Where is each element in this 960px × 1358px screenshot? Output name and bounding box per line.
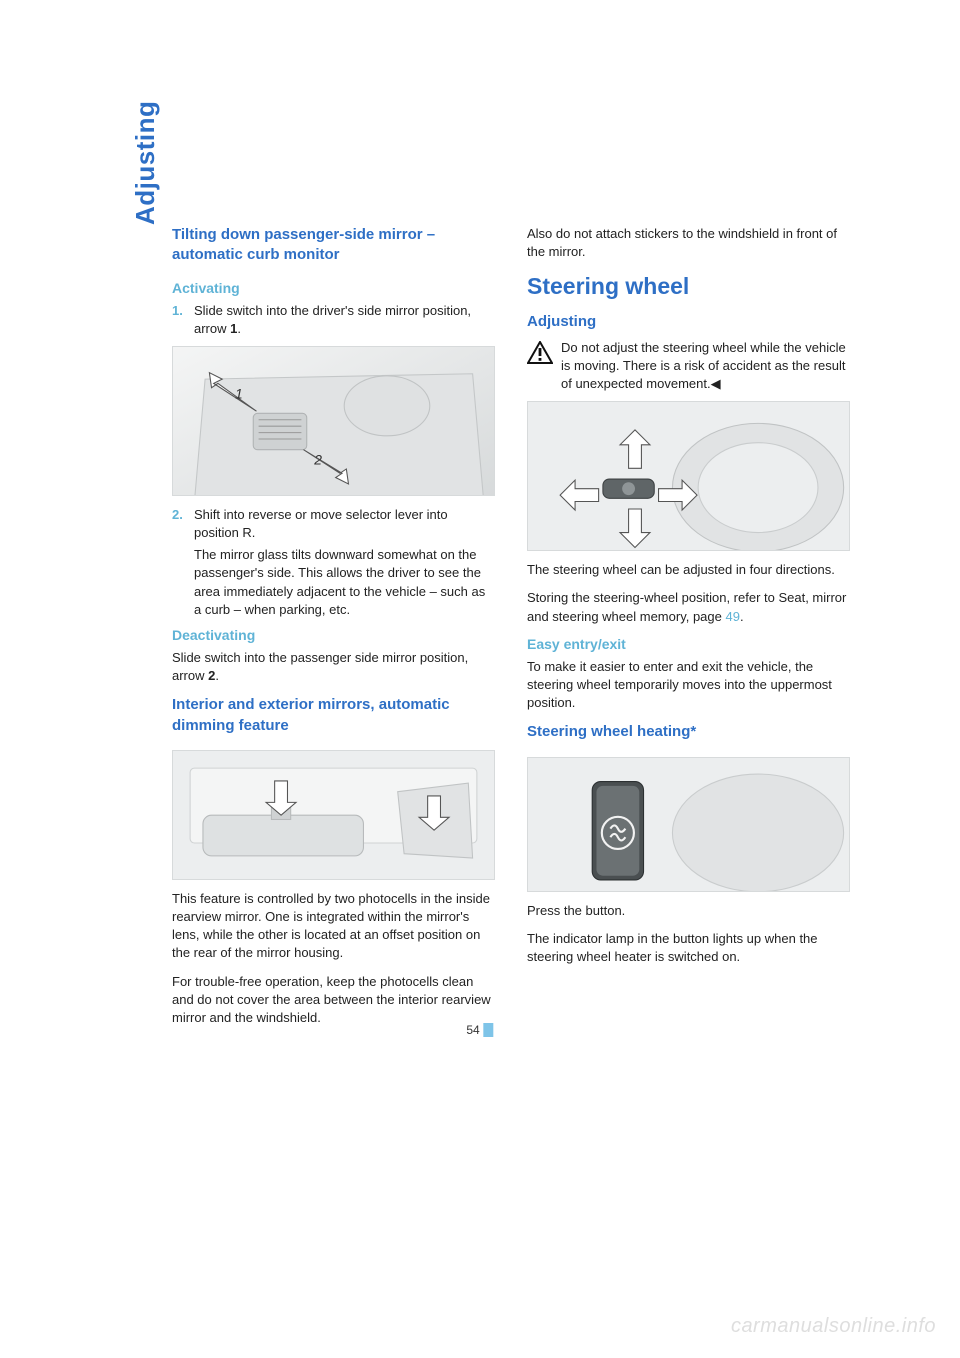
watermark: carmanualsonline.info — [731, 1315, 936, 1338]
adjusting-paragraph-1: The steering wheel can be adjusted in fo… — [527, 561, 850, 579]
deactivating-text: Slide switch into the passenger side mir… — [172, 649, 495, 685]
heading-adjusting: Adjusting — [527, 312, 850, 332]
heating-paragraph-1: Press the button. — [527, 902, 850, 920]
svg-text:2: 2 — [313, 452, 322, 468]
interior-paragraph-2: For trouble-free operation, keep the pho… — [172, 973, 495, 1028]
page-ref-link[interactable]: 49 — [725, 609, 739, 624]
svg-text:1: 1 — [235, 385, 243, 401]
heading-wheel-heating: Steering wheel heating* — [527, 722, 850, 742]
heading-steering-wheel: Steering wheel — [527, 273, 850, 300]
heating-paragraph-2: The indicator lamp in the button lights … — [527, 930, 850, 966]
column-right: Also do not attach stickers to the winds… — [527, 225, 850, 1037]
heading-deactivating: Deactivating — [172, 627, 495, 643]
interior-mirror-illustration — [173, 751, 494, 880]
list-item: 1. Slide switch into the driver's side m… — [172, 302, 495, 338]
step-text: Shift into reverse or move selector leve… — [194, 506, 495, 542]
page-number: 54 — [466, 1023, 493, 1037]
figure-wheel-heating — [527, 757, 850, 892]
easy-entry-text: To make it easier to enter and exit the … — [527, 658, 850, 713]
figure-steering-adjust — [527, 401, 850, 551]
page-marker-icon — [484, 1023, 494, 1037]
heading-easy-entry: Easy entry/exit — [527, 636, 850, 652]
activating-steps-2: 2. Shift into reverse or move selector l… — [172, 506, 495, 619]
step-marker: 1. — [172, 302, 183, 320]
warning-text: Do not adjust the steering wheel while t… — [561, 339, 850, 394]
list-item: 2. Shift into reverse or move selector l… — [172, 506, 495, 619]
sticker-note: Also do not attach stickers to the winds… — [527, 225, 850, 261]
warning-row: Do not adjust the steering wheel while t… — [527, 339, 850, 394]
column-left: Tilting down passenger-side mirror – aut… — [172, 225, 495, 1037]
figure-mirror-switch: 1 2 — [172, 346, 495, 496]
wheel-heating-illustration — [528, 758, 849, 892]
activating-steps: 1. Slide switch into the driver's side m… — [172, 302, 495, 338]
heading-activating: Activating — [172, 280, 495, 296]
steering-adjust-illustration — [528, 402, 849, 551]
step-desc: The mirror glass tilts downward somewhat… — [194, 546, 495, 619]
page: Adjusting Tilting down passenger-side mi… — [0, 0, 960, 1097]
step-marker: 2. — [172, 506, 183, 524]
adjusting-paragraph-2: Storing the steering-wheel position, ref… — [527, 589, 850, 625]
heading-interior-exterior: Interior and exterior mirrors, automatic… — [172, 695, 495, 736]
interior-paragraph-1: This feature is controlled by two photoc… — [172, 890, 495, 963]
mirror-switch-illustration: 1 2 — [173, 347, 494, 496]
step-text: Slide switch into the driver's side mirr… — [194, 302, 495, 338]
content-columns: Tilting down passenger-side mirror – aut… — [172, 225, 850, 1037]
heading-tilting: Tilting down passenger-side mirror – aut… — [172, 225, 495, 266]
side-section-label: Adjusting — [130, 101, 161, 225]
figure-interior-mirror — [172, 750, 495, 880]
warning-icon — [527, 341, 553, 365]
